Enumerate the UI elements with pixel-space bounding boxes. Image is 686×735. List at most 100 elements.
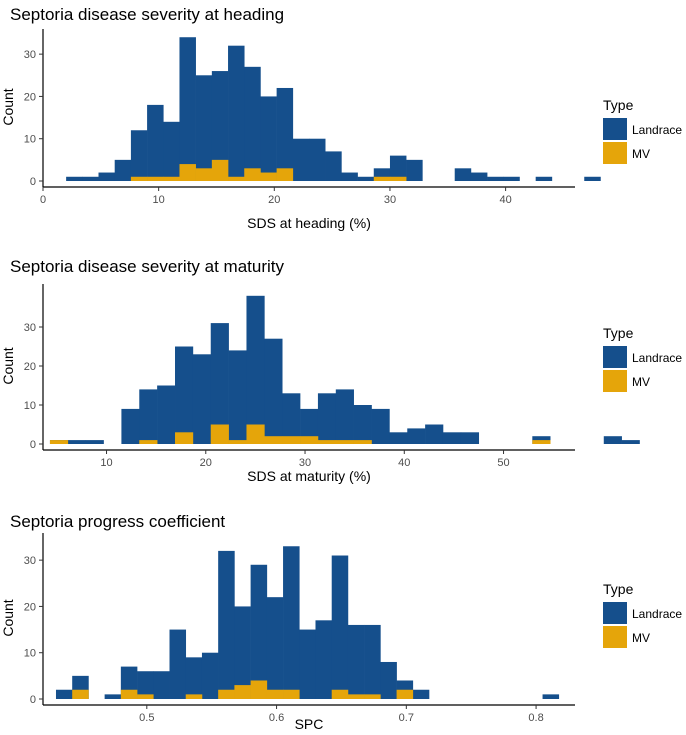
landrace-bar (425, 424, 444, 444)
landrace-bar (130, 130, 148, 181)
y-tick-label: 30 (24, 322, 36, 334)
landrace-bar (357, 176, 375, 181)
mv-bar (147, 176, 164, 181)
landrace-bar (195, 75, 213, 181)
y-tick-label: 10 (24, 648, 36, 660)
y-tick-label: 30 (24, 555, 36, 567)
mv-bar (210, 424, 229, 444)
landrace-bar (331, 555, 349, 699)
landrace-bar (175, 346, 194, 444)
landrace-bar (244, 66, 261, 181)
x-tick-label: 0.8 (528, 712, 543, 724)
mv-bar (185, 694, 203, 699)
landrace-bar (147, 104, 164, 181)
landrace-bar (470, 172, 488, 181)
landrace-bar (389, 432, 408, 444)
landrace-bar (246, 295, 265, 444)
mv-bar (211, 159, 229, 181)
mv-swatch (603, 370, 627, 392)
mv-bar (137, 694, 154, 699)
x-tick-label: 50 (497, 457, 509, 469)
landrace-bar (353, 405, 372, 444)
mv-bar (317, 440, 337, 444)
mv-bar (335, 440, 354, 444)
legend: Type Landrace MV (603, 97, 682, 164)
y-tick-label: 30 (24, 49, 36, 61)
y-tick-label: 0 (30, 176, 36, 188)
y-axis-label: Count (0, 347, 16, 384)
landrace-bar (584, 176, 601, 181)
mv-bar (228, 440, 247, 444)
landrace-bar (82, 176, 99, 181)
y-axis-label: Count (0, 88, 16, 125)
landrace-bar (487, 176, 504, 181)
landrace-bar (104, 694, 122, 699)
mv-bar (353, 440, 372, 444)
panel-3: 0 10 20 30 0.5 0.6 0.7 0.8 Septoria progress coe… (0, 512, 682, 732)
landrace-bar (66, 176, 83, 181)
landrace-bar (503, 176, 520, 181)
mv-bar (130, 176, 148, 181)
mv-bar (283, 689, 300, 699)
legend: Type Landrace MV (603, 325, 682, 392)
x-tick-label: 40 (499, 194, 511, 206)
mv-bar (195, 168, 213, 181)
mv-bar (234, 685, 251, 699)
landrace-bar (137, 671, 154, 699)
landrace-bar (542, 694, 560, 699)
landrace-bar (153, 671, 170, 699)
landrace-bar (282, 393, 301, 444)
x-tick-label: 10 (153, 194, 165, 206)
landrace-bar (535, 176, 553, 181)
chart-title: Septoria progress coefficient (10, 512, 225, 531)
y-axis-label: Count (0, 599, 16, 636)
landrace-swatch (603, 118, 627, 140)
landrace-bar (283, 546, 300, 699)
y-tick-label: 0 (30, 439, 36, 451)
landrace-bar (347, 624, 365, 699)
landrace-bar (218, 550, 235, 699)
mv-swatch (603, 142, 627, 164)
x-tick-label: 20 (200, 457, 212, 469)
legend-title: Type (603, 581, 634, 597)
landrace-bar (315, 620, 333, 699)
mv-bar (373, 176, 391, 181)
landrace-bar (169, 629, 187, 699)
landrace-bar (85, 440, 104, 444)
landrace-swatch (603, 602, 627, 624)
x-tick-label: 0.5 (139, 712, 154, 724)
landrace-swatch (603, 346, 627, 368)
landrace-bar (163, 121, 180, 181)
y-tick-label: 10 (24, 134, 36, 146)
mv-bar (72, 689, 89, 699)
mv-bar (300, 436, 319, 444)
mv-bar (276, 168, 294, 181)
landrace-bar (442, 432, 462, 444)
legend: Type Landrace MV (603, 581, 682, 648)
x-axis-label: SDS at maturity (%) (247, 468, 371, 484)
landrace-bar (139, 389, 158, 444)
landrace-bar (185, 657, 203, 699)
x-tick-label: 30 (299, 457, 311, 469)
mv-bar (389, 176, 407, 181)
landrace-bar (250, 564, 268, 699)
panel-2: 0 10 20 30 10 20 30 40 50 Septoria disease severi… (0, 257, 682, 484)
x-tick-label: 40 (398, 457, 410, 469)
legend-label-landrace: Landrace (632, 351, 682, 365)
mv-bar (175, 432, 194, 444)
x-axis-label: SPC (295, 716, 324, 732)
mv-swatch (603, 626, 627, 648)
mv-bar (364, 694, 381, 699)
landrace-bar (55, 689, 73, 699)
landrace-bar (603, 436, 622, 444)
landrace-bar (412, 689, 430, 699)
mv-bar (282, 436, 301, 444)
x-axis-label: SDS at heading (%) (247, 215, 371, 231)
mv-bar (246, 424, 265, 444)
legend-label-landrace: Landrace (632, 607, 682, 621)
landrace-bar (192, 354, 212, 444)
y-tick-label: 10 (24, 400, 36, 412)
landrace-bar (201, 652, 219, 699)
mv-bar (179, 164, 196, 181)
